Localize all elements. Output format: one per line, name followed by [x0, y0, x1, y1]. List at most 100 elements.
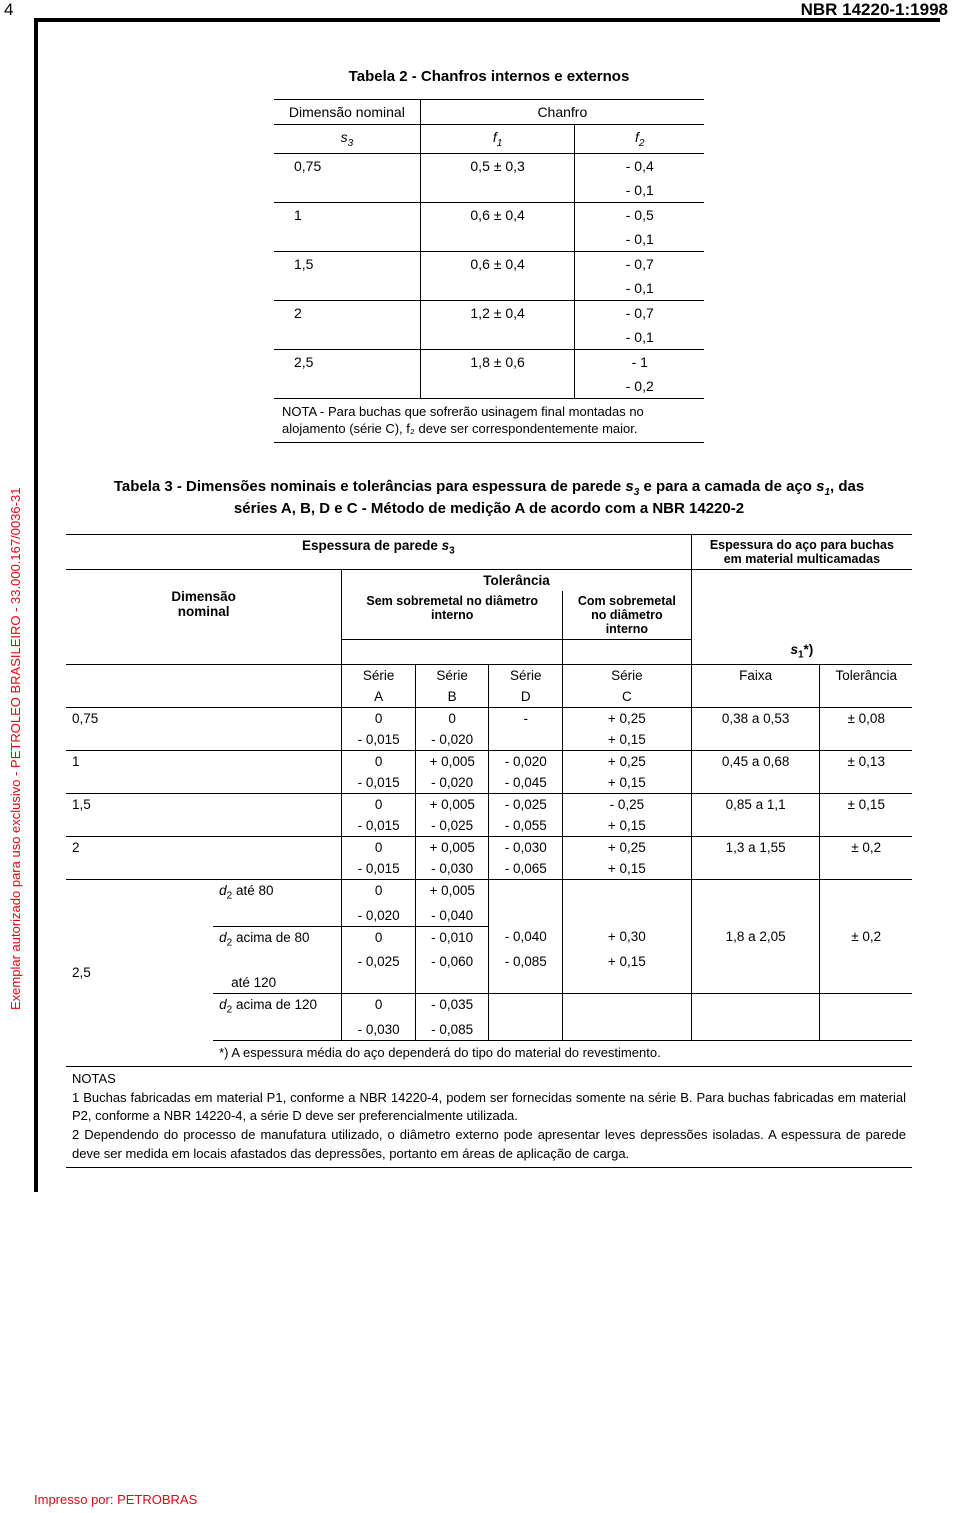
t3-cell: - 0,015 [342, 858, 416, 880]
t2-head-dim: Dimensão nominal [274, 100, 420, 125]
t3-cell: - 0,040 [415, 905, 489, 927]
t2-head-f2: f2 [575, 125, 704, 154]
t3-head-blank [66, 639, 342, 664]
t2-cell: - 0,1 [575, 178, 704, 203]
t3-cell: ± 0,15 [820, 793, 912, 815]
t3-head-blank [820, 686, 912, 708]
t3-cell: - 0,020 [342, 905, 416, 927]
t3-cell: + 0,005 [415, 879, 489, 904]
t2-cell: - 0,1 [575, 227, 704, 252]
t2-cell: 1 [274, 202, 420, 227]
t3-cell: + 0,15 [563, 729, 692, 751]
t3-cell: 0 [415, 707, 489, 729]
t3-cell: - 0,035 [415, 994, 489, 1019]
t3-cell: 0 [342, 793, 416, 815]
t2-cell: - 0,1 [575, 276, 704, 301]
t2-cell: - 0,1 [575, 325, 704, 350]
t3-head-serie: Série [415, 664, 489, 686]
t3-cell: - [489, 707, 563, 729]
t3-cell: 0 [342, 707, 416, 729]
t3-cell: - 0,020 [489, 750, 563, 772]
t3-cell: + 0,005 [415, 836, 489, 858]
t3-cell: 0 [342, 879, 416, 904]
t3-cell: - 0,065 [489, 858, 563, 880]
t3-cell: 0 [342, 994, 416, 1019]
t3-nota2: 2 Dependendo do processo de manufatura u… [66, 1126, 912, 1167]
page-frame: 4 NBR 14220-1:1998 Tabela 2 - Chanfros i… [34, 18, 940, 1192]
t2-cell: 2 [274, 300, 420, 325]
t3-cell: ± 0,13 [820, 750, 912, 772]
t3-cell: 0 [342, 926, 416, 951]
t3-cell: - 0,010 [415, 926, 489, 951]
t3-cell: 2,5 [66, 879, 213, 1066]
t3-cell: até 120 [213, 972, 342, 994]
t3-head-tolerancia: Tolerância [342, 569, 691, 591]
t3-head-blank [342, 639, 416, 664]
t3-cell: d2 acima de 80 [213, 926, 342, 951]
t3-head-s1: s1*) [691, 639, 912, 664]
t2-cell: - 1 [575, 349, 704, 374]
t2-head-f1: f1 [420, 125, 575, 154]
t3-head-C: C [563, 686, 692, 708]
t2-cell: 0,6 ± 0,4 [420, 251, 575, 276]
tabela2-title: Tabela 2 - Chanfros internos e externos [274, 68, 704, 85]
t3-head-blank [563, 639, 692, 664]
t3-cell: 1,5 [66, 793, 213, 815]
t3-cell: - 0,015 [342, 772, 416, 794]
t3-nota1: 1 Buchas fabricadas em material P1, conf… [66, 1089, 912, 1127]
t3-cell: 0 [342, 836, 416, 858]
t3-head-dim: Dimensãonominal [66, 569, 342, 639]
t3-head-sem: Sem sobremetal no diâmetrointerno [342, 591, 563, 640]
t3-head-A: A [342, 686, 416, 708]
t2-cell: 1,2 ± 0,4 [420, 300, 575, 325]
t3-cell: + 0,15 [563, 772, 692, 794]
imprint-line: Impresso por: PETROBRAS [34, 1492, 197, 1507]
t2-head-chanfro: Chanfro [420, 100, 704, 125]
t3-cell: 0 [342, 750, 416, 772]
t3-cell: - 0,025 [415, 815, 489, 837]
t3-cell: + 0,25 [563, 836, 692, 858]
t2-cell: - 0,2 [575, 374, 704, 399]
t3-cell: ± 0,08 [820, 707, 912, 729]
t2-cell: 0,5 ± 0,3 [420, 153, 575, 178]
t3-cell: - 0,040 [489, 926, 563, 951]
t3-head-blank [691, 686, 820, 708]
t3-cell: - 0,060 [415, 951, 489, 972]
t3-cell: + 0,15 [563, 951, 692, 972]
t3-cell: 2 [66, 836, 213, 858]
t3-cell: 0,75 [66, 707, 213, 729]
t3-cell: 0,85 a 1,1 [691, 793, 820, 815]
t3-head-blank [489, 639, 563, 664]
side-watermark: Exemplar autorizado para uso exclusivo -… [8, 488, 23, 1010]
t2-cell: - 0,7 [575, 251, 704, 276]
t3-cell: - 0,045 [489, 772, 563, 794]
t3-cell: - 0,055 [489, 815, 563, 837]
tabela2: Dimensão nominal Chanfro s3 f1 f2 0,750,… [274, 99, 704, 443]
t2-cell: - 0,4 [575, 153, 704, 178]
t2-cell: 1,5 [274, 251, 420, 276]
t3-cell: - 0,020 [415, 772, 489, 794]
t2-cell: 0,75 [274, 153, 420, 178]
tabela2-container: Tabela 2 - Chanfros internos e externos … [66, 68, 912, 443]
t2-cell: 2,5 [274, 349, 420, 374]
t3-cell: - 0,015 [342, 815, 416, 837]
t3-footnote-star: *) A espessura média do aço dependerá do… [213, 1040, 912, 1066]
page-number: 4 [4, 0, 13, 20]
t3-head-D: D [489, 686, 563, 708]
t3-cell: + 0,005 [415, 793, 489, 815]
t3-head-B: B [415, 686, 489, 708]
t3-head-blank [691, 569, 912, 639]
t3-cell: d2 até 80 [213, 879, 342, 904]
t3-cell: d2 acima de 120 [213, 994, 342, 1019]
t3-head-esp-aco: Espessura do aço para buchasem material … [691, 534, 912, 569]
t3-cell: 1,3 a 1,55 [691, 836, 820, 858]
t3-cell: + 0,005 [415, 750, 489, 772]
t3-head-tol: Tolerância [820, 664, 912, 686]
t3-cell: + 0,15 [563, 815, 692, 837]
t3-head-blank [66, 664, 342, 686]
tabela3-title: Tabela 3 - Dimensões nominais e tolerânc… [109, 477, 869, 520]
t2-cell: - 0,7 [575, 300, 704, 325]
t3-cell: + 0,25 [563, 750, 692, 772]
t2-cell: 0,6 ± 0,4 [420, 202, 575, 227]
t2-head-s3: s3 [274, 125, 420, 154]
